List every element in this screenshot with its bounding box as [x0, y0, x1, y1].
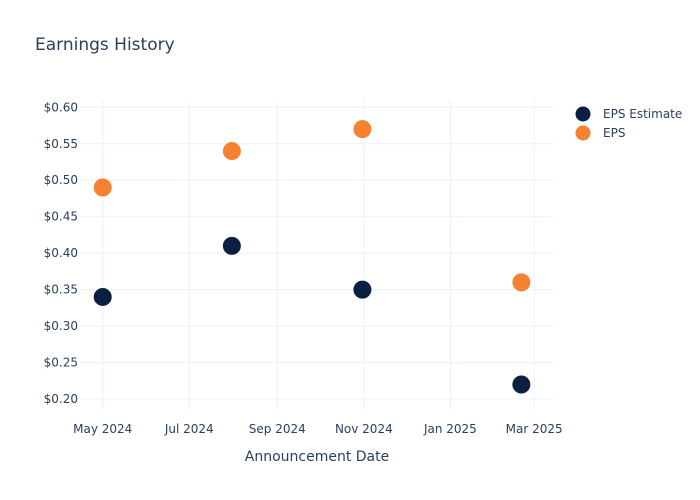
eps-estimate-point[interactable]: [92, 286, 113, 307]
legend-label: EPS Estimate: [603, 107, 682, 121]
y-tick-label: $0.30: [44, 319, 78, 333]
legend-marker: [574, 124, 592, 142]
eps-estimate-point[interactable]: [352, 279, 373, 300]
y-axis: $0.20 $0.25 $0.30 $0.35 $0.40 $0.45 $0.50 $0.55…: [44, 100, 78, 406]
legend-item-eps-estimate[interactable]: EPS Estimate: [574, 105, 682, 123]
y-tick-label: $0.55: [44, 137, 78, 151]
x-tick-label: Nov 2024: [335, 422, 393, 436]
y-tick-label: $0.40: [44, 246, 78, 260]
x-tick-label: Mar 2025: [506, 422, 563, 436]
x-tick-label: Sep 2024: [249, 422, 306, 436]
y-tick-label: $0.25: [44, 356, 78, 370]
legend: EPS Estimate EPS: [574, 105, 682, 142]
x-tick-label: May 2024: [73, 422, 132, 436]
x-axis: May 2024 Jul 2024 Sep 2024 Nov 2024 Jan 2025…: [73, 422, 563, 436]
eps-estimate-point[interactable]: [511, 374, 532, 395]
x-tick-label: Jul 2024: [164, 422, 214, 436]
y-tick-label: $0.45: [44, 210, 78, 224]
eps-point[interactable]: [92, 177, 113, 198]
x-tick-label: Jan 2025: [423, 422, 477, 436]
x-axis-title: Announcement Date: [245, 449, 389, 465]
grid-layer: [80, 100, 554, 410]
eps-point[interactable]: [352, 119, 373, 140]
y-tick-label: $0.60: [44, 100, 78, 114]
y-tick-label: $0.35: [44, 283, 78, 297]
legend-label: EPS: [603, 126, 625, 140]
y-tick-label: $0.50: [44, 173, 78, 187]
data-points: [92, 119, 532, 395]
eps-estimate-point[interactable]: [221, 235, 242, 256]
chart-title: Earnings History: [35, 35, 175, 55]
legend-marker: [574, 105, 592, 123]
eps-point[interactable]: [221, 141, 242, 162]
eps-point[interactable]: [511, 272, 532, 293]
legend-item-eps[interactable]: EPS: [574, 124, 625, 142]
y-tick-label: $0.20: [44, 392, 78, 406]
